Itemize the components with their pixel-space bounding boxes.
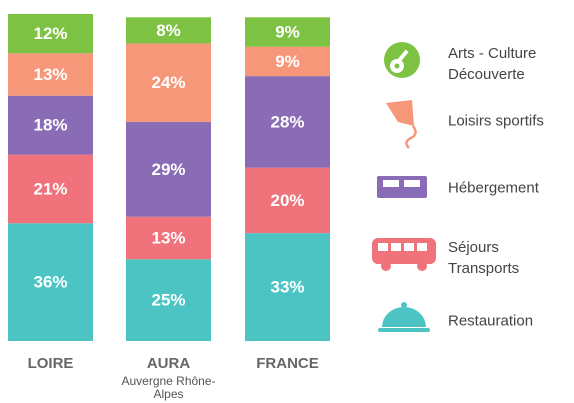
data-label: 24% — [151, 73, 185, 92]
bar-segment — [8, 14, 93, 54]
bar-segment — [126, 259, 211, 341]
data-label: 33% — [270, 278, 304, 297]
legend-label: Arts - Culture Découverte — [448, 45, 537, 83]
bar-segment — [8, 53, 93, 96]
category-subtitle: Auvergne Rhône-Alpes — [121, 374, 216, 401]
legend-label: Loisirs sportifs — [448, 112, 544, 130]
bar-segment — [126, 17, 211, 44]
data-label: 29% — [151, 160, 185, 179]
legend-icons — [372, 42, 436, 332]
bar-segment — [245, 46, 330, 77]
icon-cloche — [382, 307, 426, 327]
x-tick-label: LOIRE — [28, 355, 74, 372]
icon-kite-tail — [405, 125, 417, 149]
data-label: 36% — [33, 273, 67, 292]
x-tick-label: FRANCE — [256, 355, 319, 372]
bar-segment — [245, 17, 330, 47]
bar-segment — [245, 233, 330, 341]
data-label: 20% — [270, 191, 304, 210]
data-label: 28% — [270, 112, 304, 131]
data-label: 9% — [275, 52, 300, 71]
bar-segment — [8, 154, 93, 224]
data-label: 8% — [156, 21, 181, 40]
bar-segment — [245, 76, 330, 168]
data-label: 21% — [33, 179, 67, 198]
legend-label: Restauration — [448, 312, 534, 330]
bar-segment — [245, 167, 330, 234]
data-label: 25% — [151, 291, 185, 310]
x-tick-label: AURA — [147, 355, 190, 372]
bar-segment — [8, 223, 93, 341]
bar-segment — [126, 43, 211, 122]
data-label: 18% — [33, 116, 67, 135]
legend-label: Séjours Transports — [448, 239, 520, 277]
bar-segment — [126, 121, 211, 217]
icon-kite — [386, 100, 414, 126]
bar-segment — [8, 95, 93, 155]
data-label: 9% — [275, 22, 300, 41]
data-label: 13% — [151, 228, 185, 247]
bar-segment — [126, 216, 211, 260]
legend-label: Hébergement — [448, 179, 539, 197]
data-label: 13% — [33, 65, 67, 84]
data-label: 12% — [33, 24, 67, 43]
